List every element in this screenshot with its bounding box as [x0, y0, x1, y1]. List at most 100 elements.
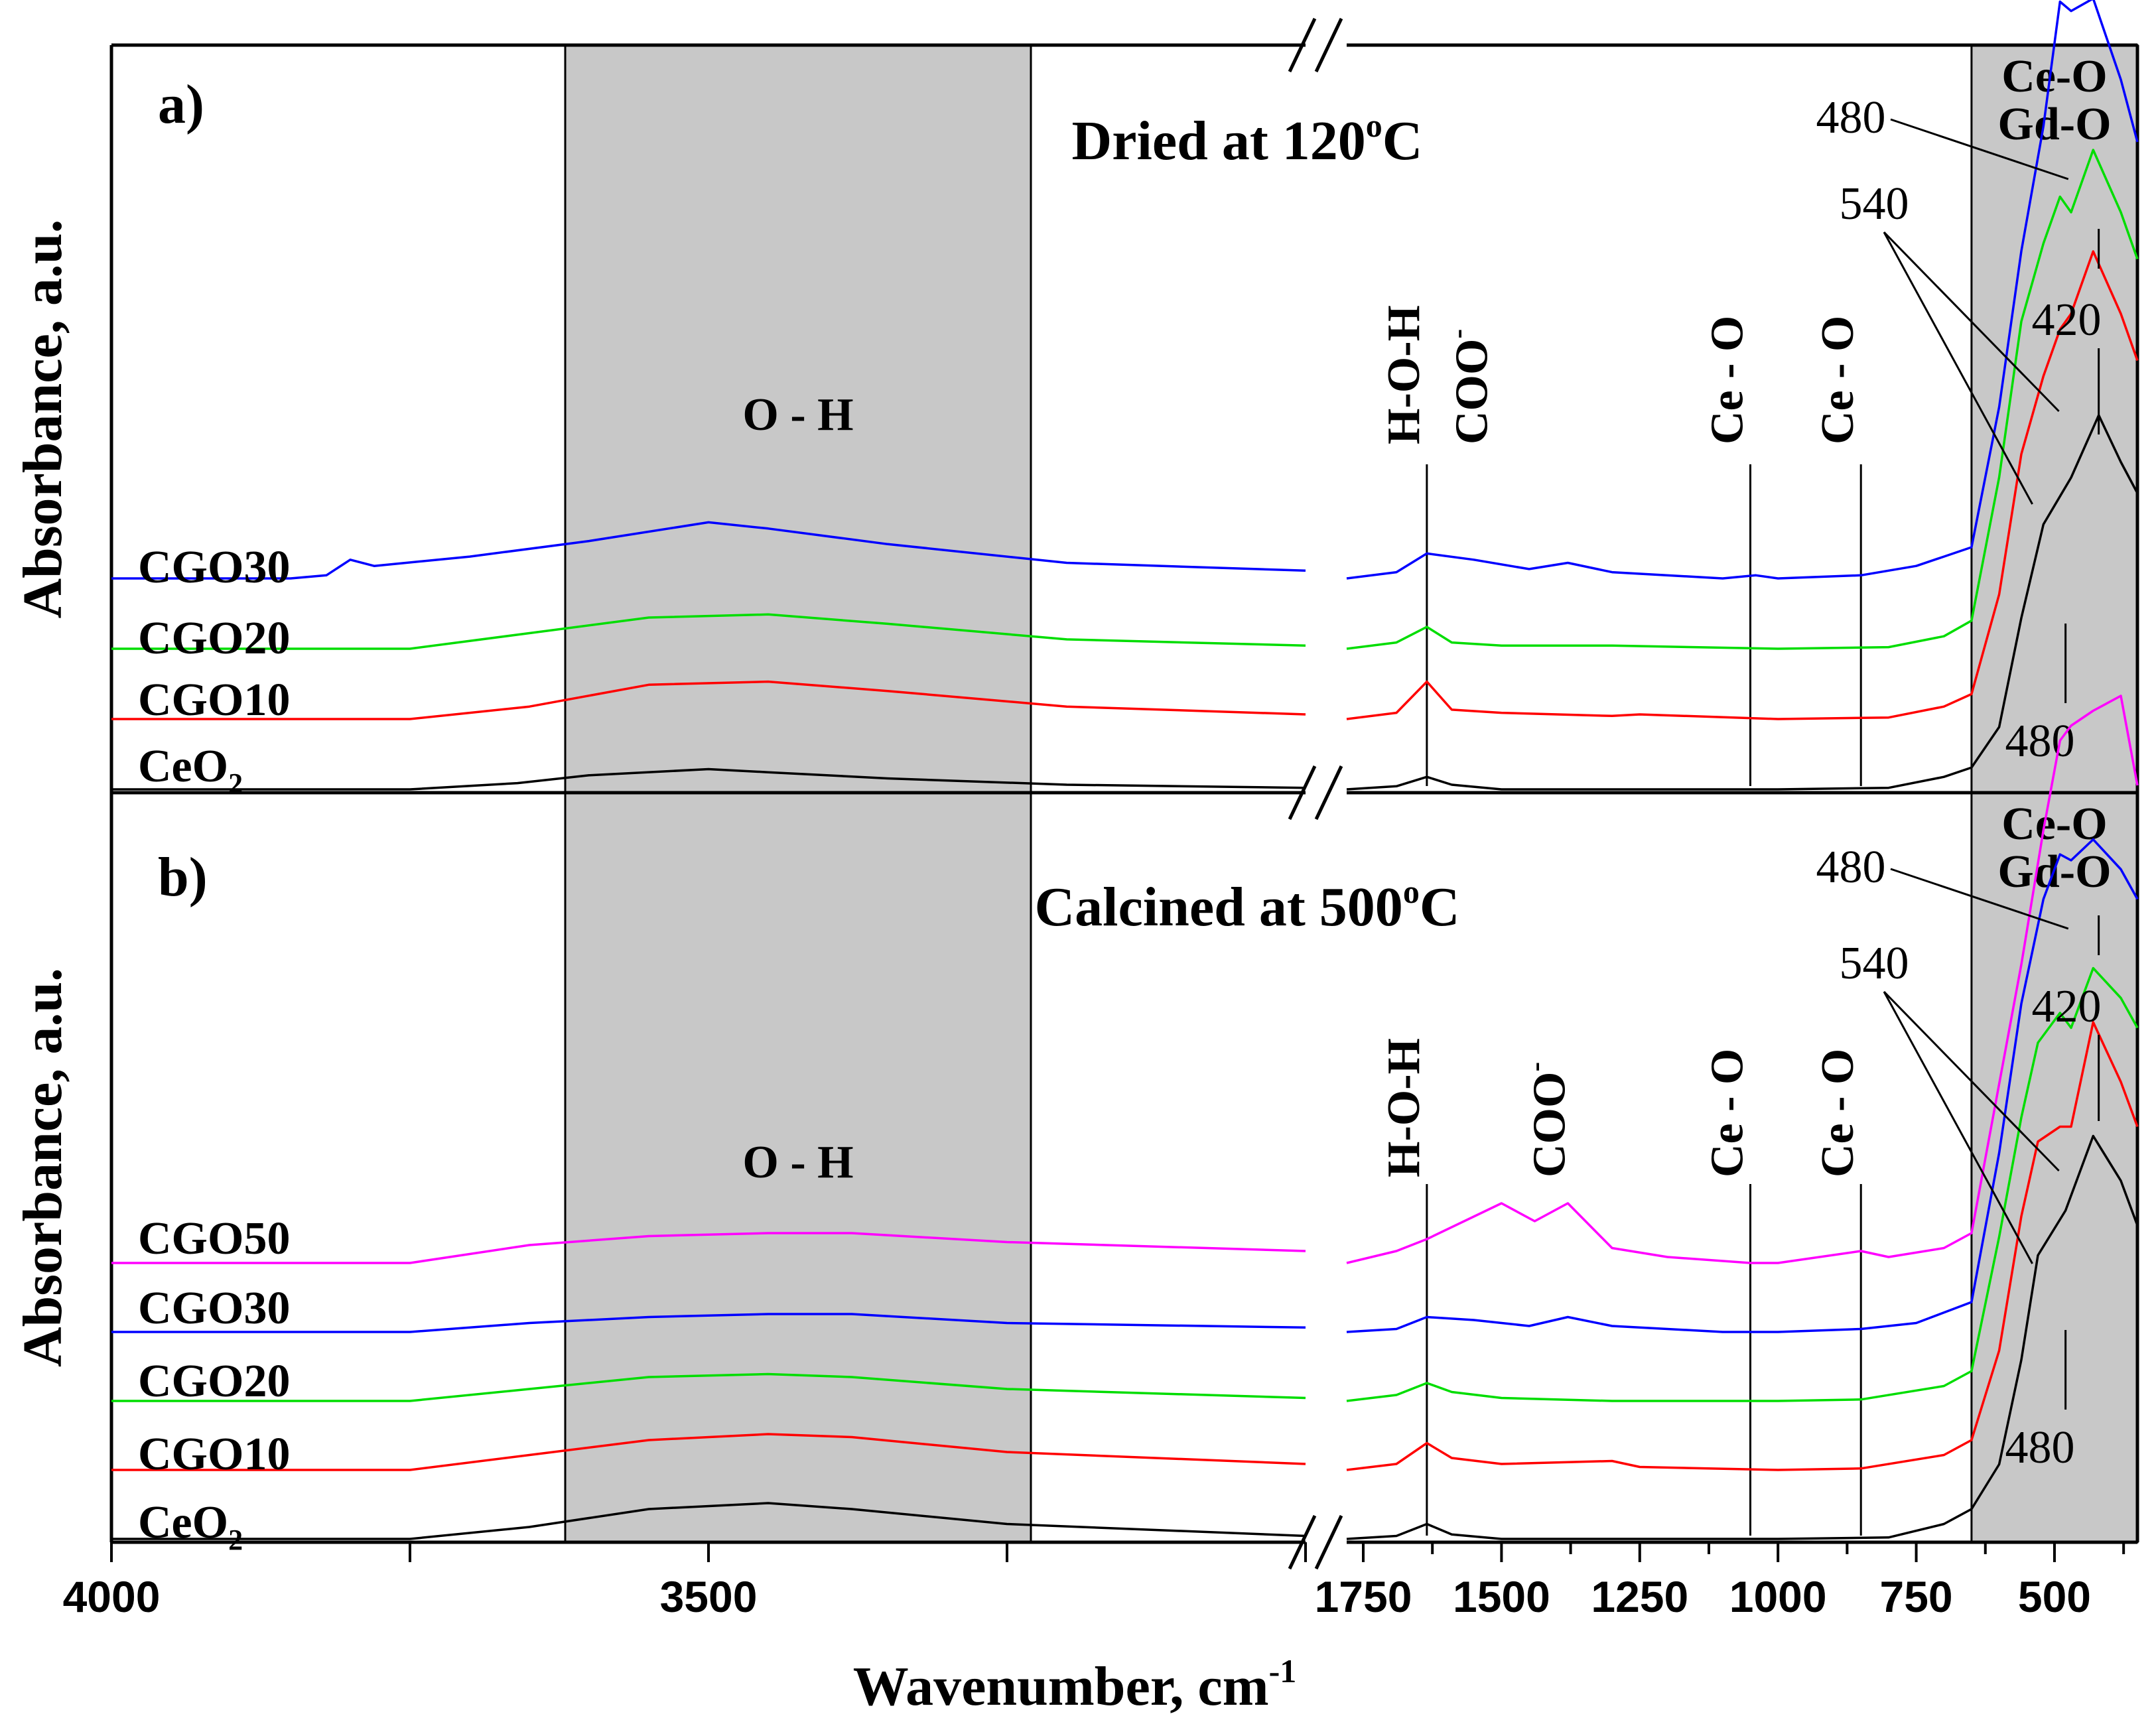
panel-b: O - HCe-OGd-Ob) Calcined at 500oCAbsorban…: [12, 695, 2139, 1556]
peak-label: 420: [2032, 295, 2102, 346]
leader-line: [1883, 990, 2060, 1172]
marker-label-text: Ce - O: [1702, 316, 1753, 444]
x-tick-label: 750: [1880, 1572, 1953, 1621]
marker-label: H-O-H: [1379, 1038, 1430, 1177]
marker-label: Ce - O: [1812, 1049, 1863, 1177]
leader-line: [1890, 118, 2069, 180]
series-label: CeO2: [138, 1497, 243, 1556]
series-line-ceo: [111, 1134, 2139, 1540]
marker-label-text: COO: [1447, 339, 1498, 444]
series-label-name: CGO20: [138, 613, 290, 664]
x-axis: 4000 3500 1750 1500 1250 1000 750 500: [63, 1514, 2137, 1621]
series-line-cgo50: [111, 695, 2139, 1264]
marker-label-text: Ce - O: [1812, 1049, 1863, 1177]
series-label-name: CeO: [138, 1497, 228, 1548]
marker-label-text: H-O-H: [1379, 1038, 1430, 1177]
leader-line: [1890, 868, 2069, 930]
marker-label-text: COO: [1524, 1072, 1575, 1177]
break-mark: [1288, 1514, 1317, 1570]
marker-label: H-O-H: [1379, 305, 1430, 444]
y-axis-label: Absorbance, a.u.: [12, 968, 74, 1367]
band-label: O - H: [742, 1137, 853, 1188]
series-label-sub: 2: [228, 1524, 243, 1556]
series-label: CGO30: [138, 542, 290, 593]
series-label-name: CGO30: [138, 1283, 290, 1334]
x-tick-label: 4000: [63, 1572, 161, 1621]
series-label-name: CGO20: [138, 1356, 290, 1407]
series-line-cgo10: [111, 250, 2139, 720]
panel-title-main: Calcined at 500: [1035, 876, 1403, 938]
series-line-cgo30: [111, 0, 2139, 580]
break-mark: [1314, 765, 1343, 821]
panel-a: O - H Ce-OGd-O a) Dried at 120oC Absorbance,…: [12, 0, 2139, 800]
series-label: CGO50: [138, 1213, 290, 1264]
leader-line: [1883, 231, 2060, 413]
axis-break-gap: [1307, 794, 1345, 1541]
marker-label: Ce - O: [1812, 316, 1863, 444]
series-label: CGO20: [138, 1356, 290, 1407]
band-label: O - H: [742, 389, 853, 440]
peak-label: 480: [1816, 92, 1886, 143]
series-label-name: CGO50: [138, 1213, 290, 1264]
axis-break-gap: [1307, 46, 1345, 791]
x-tick-label: 500: [2018, 1572, 2091, 1621]
panel-title-sup: o: [1366, 107, 1382, 144]
series-label-name: CGO30: [138, 542, 290, 593]
panel-title: Dried at 120oC: [1072, 107, 1423, 172]
band-oh: [564, 791, 1032, 1544]
band-label-2: Gd-O: [1997, 99, 2111, 150]
series-line-cgo30: [111, 838, 2139, 1333]
series-line-cgo20: [111, 966, 2139, 1402]
series-line-cgo10: [111, 1021, 2139, 1471]
peak-label: 480: [2005, 1422, 2075, 1473]
x-axis-label-sup: -1: [1269, 1652, 1297, 1689]
series-label-name: CGO10: [138, 1429, 290, 1480]
break-mark: [1288, 17, 1317, 73]
marker-label-text: Ce - O: [1812, 316, 1863, 444]
series-line-ceo: [111, 414, 2139, 791]
series-label: CGO10: [138, 675, 290, 726]
panel-title-suffix: C: [1420, 876, 1460, 938]
marker-label-text: H-O-H: [1379, 305, 1430, 444]
break-mark: [1314, 17, 1343, 73]
leader-line: [1883, 232, 2033, 505]
peak-label: 420: [2032, 981, 2102, 1032]
band-label: Ce-O: [2001, 51, 2107, 102]
band-ceo: [1970, 44, 2139, 794]
peak-label: 540: [1840, 178, 1909, 230]
x-tick-label: 1500: [1453, 1572, 1550, 1621]
series-label-name: CeO: [138, 741, 228, 792]
leader-line: [1883, 991, 2033, 1264]
marker-label-sup: -: [1518, 1062, 1551, 1072]
break-mark: [1314, 1514, 1343, 1570]
panel-label: a): [158, 74, 204, 135]
peak-label: 540: [1840, 938, 1909, 989]
marker-label-sup: -: [1442, 329, 1474, 339]
x-tick-label: 1000: [1729, 1572, 1827, 1621]
y-axis-label: Absorbance, a.u.: [12, 219, 74, 618]
band-oh: [564, 44, 1032, 794]
panel-title: Calcined at 500oC: [1035, 873, 1460, 938]
peak-label: 480: [1816, 842, 1886, 893]
x-axis-label: Wavenumber, cm-1: [853, 1652, 1297, 1717]
x-tick-label: 1250: [1591, 1572, 1688, 1621]
x-tick-label: 3500: [660, 1572, 758, 1621]
series-line-cgo20: [111, 149, 2139, 650]
series-label: CGO20: [138, 613, 290, 664]
break-mark: [1288, 765, 1317, 821]
panel-title-suffix: C: [1382, 110, 1423, 172]
panel-title-main: Dried at 120: [1072, 110, 1366, 172]
series-label-name: CGO10: [138, 675, 290, 726]
x-tick-label: 1750: [1315, 1572, 1412, 1621]
marker-label-text: Ce - O: [1702, 1049, 1753, 1177]
series-label: CGO10: [138, 1429, 290, 1480]
series-label-sub: 2: [228, 767, 243, 800]
panel-label: b): [158, 846, 208, 908]
marker-label: Ce - O: [1702, 1049, 1753, 1177]
marker-label: COO-: [1518, 1062, 1575, 1177]
peak-label: 480: [2005, 716, 2075, 767]
panel-title-sup: o: [1403, 873, 1420, 910]
marker-label: Ce - O: [1702, 316, 1753, 444]
marker-label: COO-: [1442, 329, 1498, 444]
